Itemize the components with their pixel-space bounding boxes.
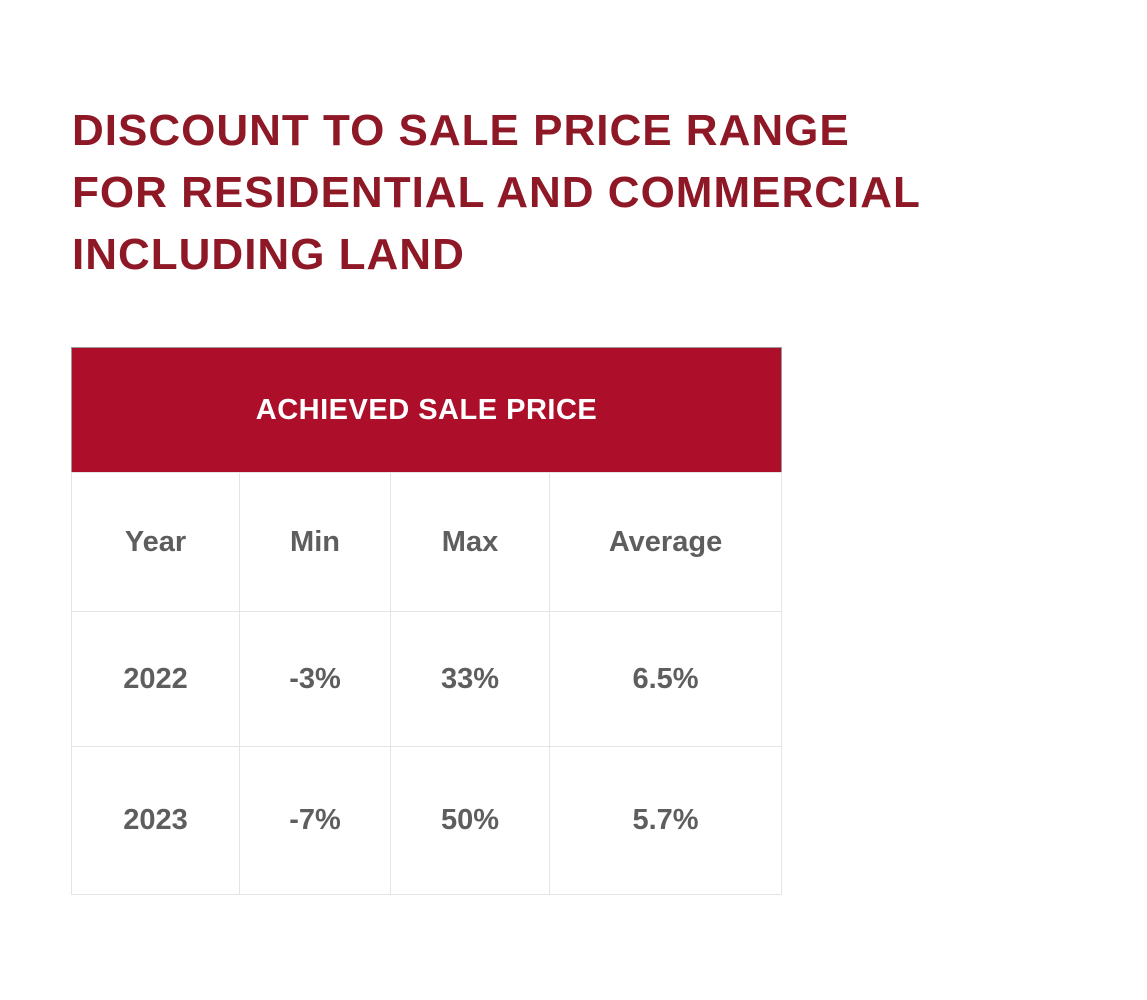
- column-header: Year: [71, 472, 240, 612]
- title-line: INCLUDING LAND: [72, 230, 465, 279]
- cell: -3%: [239, 611, 391, 747]
- cell: 5.7%: [548, 746, 783, 895]
- title: DISCOUNT TO SALE PRICE RANGE FOR RESIDEN…: [72, 100, 921, 286]
- cell: 2022: [71, 611, 240, 747]
- table-caption: ACHIEVED SALE PRICE: [71, 347, 782, 473]
- title-line: DISCOUNT TO SALE PRICE RANGE: [72, 106, 850, 155]
- cell: -7%: [239, 746, 391, 895]
- cell: 33%: [390, 611, 550, 747]
- column-header: Average: [548, 472, 783, 612]
- price-table: ACHIEVED SALE PRICE Year Min Max Average…: [71, 347, 783, 895]
- column-header: Min: [239, 472, 391, 612]
- cell: 6.5%: [548, 611, 783, 747]
- title-line: FOR RESIDENTIAL AND COMMERCIAL: [72, 168, 921, 217]
- column-header: Max: [390, 472, 550, 612]
- cell: 2023: [71, 746, 240, 895]
- cell: 50%: [390, 746, 550, 895]
